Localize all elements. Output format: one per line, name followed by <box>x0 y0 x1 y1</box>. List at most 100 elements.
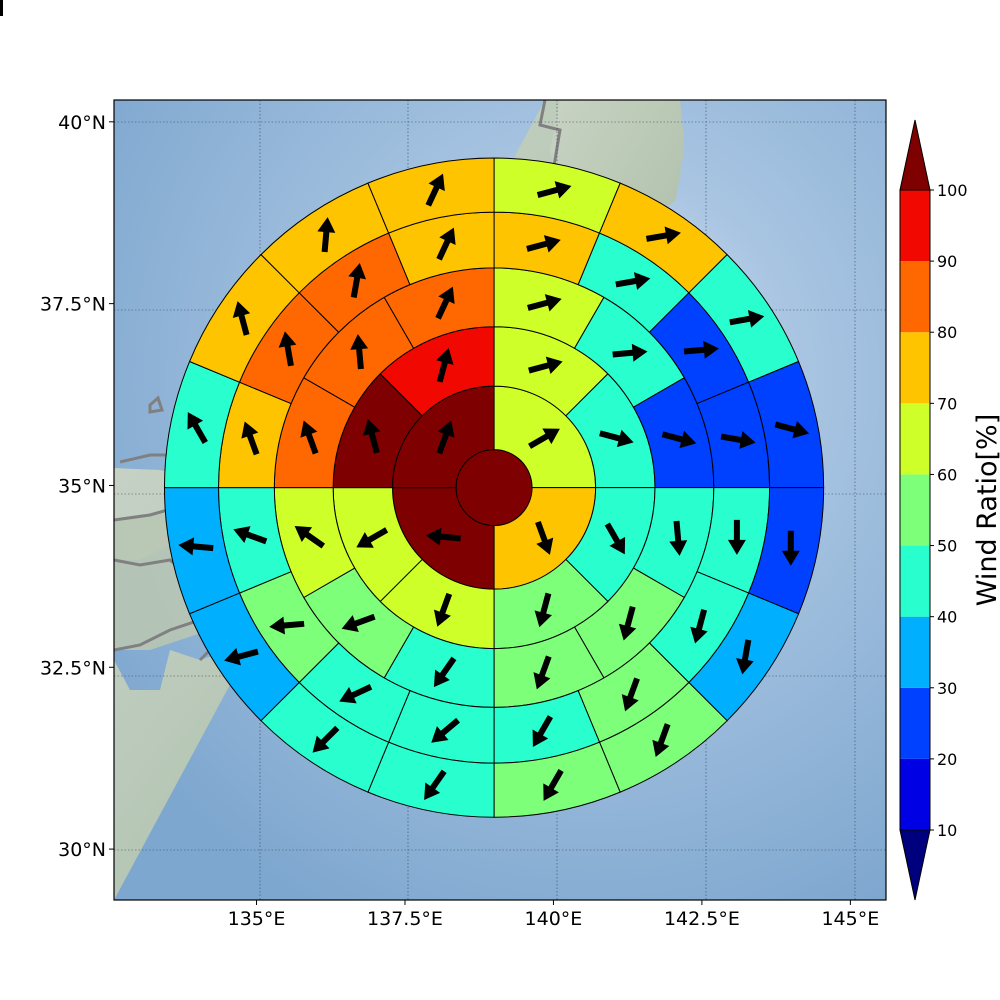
x-tick-label: 137.5°E <box>367 908 443 930</box>
wind-arrow-shape <box>436 227 456 261</box>
wind-arrow <box>269 616 305 635</box>
wind-arrow <box>425 173 445 207</box>
wind-arrow <box>178 537 214 556</box>
colorbar-segment <box>900 190 930 262</box>
wind-arrow-shape <box>224 648 259 666</box>
wind-arrow-shape <box>604 522 626 555</box>
wind-arrow <box>621 677 640 712</box>
wind-arrow <box>729 309 765 328</box>
wind-arrow-shape <box>661 430 697 449</box>
colorbar-tick-label: 40 <box>937 608 957 627</box>
wind-arrow-shape <box>526 235 561 253</box>
wind-arrow-shape <box>187 412 208 444</box>
wind-arrow-shape <box>317 217 336 253</box>
colorbar-segments <box>899 119 931 901</box>
wind-arrow <box>528 356 563 375</box>
wind-arrow-shape <box>350 334 369 370</box>
wind-arrow <box>599 429 634 448</box>
wind-arrow <box>526 235 561 253</box>
wind-arrow-shape <box>774 420 810 439</box>
wind-arrow <box>0 0 3 16</box>
wind-arrow-shape <box>781 530 800 566</box>
colorbar-tick-label: 20 <box>937 750 957 769</box>
wind-arrow-shape <box>736 639 754 675</box>
wind-arrow <box>534 592 552 628</box>
wind-arrow <box>356 527 389 548</box>
wind-arrow-shape <box>669 520 688 556</box>
colorbar-segment <box>900 758 930 830</box>
wind-arrow <box>527 294 562 312</box>
wind-arrow <box>528 428 560 449</box>
wind-arrow-shape <box>729 309 765 328</box>
map-panel <box>0 0 887 901</box>
wind-arrow-shape <box>232 301 251 336</box>
wind-arrow-shape <box>425 527 461 546</box>
colorbar: 10 20 30 40 50 60 70 80 90 100 Wind Ratio[%] <box>899 119 1000 901</box>
wind-arrow-shape <box>543 769 564 801</box>
wind-arrow <box>661 430 697 449</box>
colorbar-tick-label: 10 <box>937 821 957 840</box>
wind-arrow <box>350 334 369 370</box>
x-axis-ticks: 135°E 137.5°E 140°E 142.5°E 145°E <box>228 900 879 930</box>
colorbar-segment <box>900 545 930 617</box>
wind-arrow <box>431 717 460 743</box>
wind-arrow-shape <box>269 616 305 635</box>
wind-arrow-shape <box>178 537 214 556</box>
wind-arrow-shape <box>536 181 572 199</box>
wind-arrow-shape <box>528 428 560 449</box>
wind-arrow <box>424 769 447 800</box>
y-tick-label: 35°N <box>58 475 106 497</box>
wind-arrow <box>300 420 319 455</box>
wind-arrow <box>604 522 626 555</box>
wind-arrow-shape <box>621 677 640 712</box>
wind-arrow <box>187 412 208 444</box>
wind-arrow-shape <box>683 340 719 359</box>
wind-arrow <box>727 519 746 555</box>
wind-arrow-shape <box>720 431 756 449</box>
x-tick-label: 135°E <box>228 908 286 930</box>
wind-arrow <box>690 608 708 644</box>
wind-arrow-shape <box>433 592 453 627</box>
colorbar-ticks: 10 20 30 40 50 60 70 80 90 100 <box>930 181 968 840</box>
wind-arrow <box>433 592 453 627</box>
wind-arrow <box>652 723 671 758</box>
colorbar-segment <box>900 616 930 688</box>
wind-arrow <box>224 648 259 666</box>
wind-arrow-shape <box>363 419 381 454</box>
wind-arrow <box>433 656 457 688</box>
colorbar-tick-label: 50 <box>937 537 957 556</box>
wind-arrow-shape <box>535 520 554 555</box>
wind-arrow-shape <box>433 656 457 688</box>
wind-direction-arrows <box>0 0 810 801</box>
wind-arrow <box>774 420 810 439</box>
wind-arrow-shape <box>431 717 460 743</box>
colorbar-extend-min <box>899 829 931 901</box>
wind-arrow <box>232 301 251 336</box>
colorbar-segment <box>900 403 930 475</box>
wind-arrow <box>683 340 719 359</box>
x-tick-label: 145°E <box>821 908 879 930</box>
wind-arrow <box>532 715 553 747</box>
wind-arrow-shape <box>533 655 552 690</box>
y-axis-ticks: 30°N 32.5°N 35°N 37.5°N 40°N <box>40 112 114 861</box>
wind-arrow <box>435 286 455 320</box>
wind-arrow-shape <box>534 592 552 628</box>
wind-arrow <box>436 420 455 455</box>
colorbar-segment <box>900 261 930 333</box>
y-tick-label: 32.5°N <box>40 657 106 679</box>
wind-arrow <box>294 526 326 549</box>
wind-arrow-shape <box>241 421 260 456</box>
wind-arrow-shape <box>527 294 562 312</box>
wind-arrow-shape <box>599 429 634 448</box>
wind-arrow-shape <box>312 725 340 753</box>
wind-arrow-shape <box>645 226 681 245</box>
wind-arrow <box>533 655 552 690</box>
wind-arrow-shape <box>615 272 651 290</box>
colorbar-tick-label: 30 <box>937 679 957 698</box>
wind-arrow-shape <box>436 348 454 383</box>
wind-arrow <box>348 262 367 298</box>
wind-arrow-shape <box>300 420 319 455</box>
wind-arrow <box>317 217 336 253</box>
wind-arrow-shape <box>727 519 746 555</box>
wind-arrow <box>278 331 297 367</box>
